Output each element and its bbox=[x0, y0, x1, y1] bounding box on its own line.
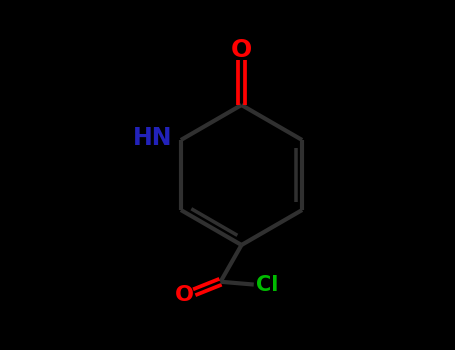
Text: O: O bbox=[175, 285, 194, 305]
Text: Cl: Cl bbox=[256, 274, 278, 295]
Text: HN: HN bbox=[133, 126, 172, 150]
Text: O: O bbox=[231, 38, 252, 62]
